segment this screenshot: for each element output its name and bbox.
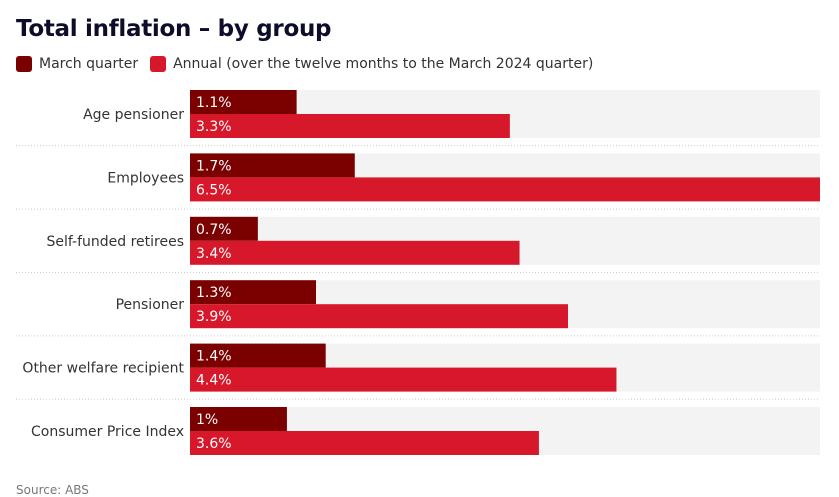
data-label-quarter-consumer-price-index: 1% (196, 412, 218, 428)
data-label-quarter-employees: 1.7% (196, 158, 232, 174)
data-label-annual-age-pensioner: 3.3% (196, 119, 232, 135)
category-label-pensioner: Pensioner (116, 297, 185, 313)
legend-label-annual: Annual (over the twelve months to the Ma… (173, 56, 594, 72)
legend-item-annual[interactable]: Annual (over the twelve months to the Ma… (150, 56, 593, 72)
data-label-quarter-pensioner: 1.3% (196, 285, 232, 301)
source-note: Source: ABS (16, 483, 89, 497)
bar-quarter-self-funded-retirees[interactable] (190, 216, 258, 241)
bar-annual-pensioner[interactable] (190, 304, 568, 329)
data-label-annual-other-welfare-recipient: 4.4% (196, 373, 232, 389)
bar-annual-employees[interactable] (190, 177, 820, 202)
legend-swatch-march-quarter (16, 56, 32, 72)
data-label-quarter-other-welfare-recipient: 1.4% (196, 349, 232, 365)
data-label-annual-consumer-price-index: 3.6% (196, 436, 232, 452)
legend-swatch-annual (150, 56, 167, 72)
category-label-employees: Employees (107, 170, 184, 186)
chart-title: Total inflation – by group (16, 16, 332, 42)
bar-quarter-employees[interactable] (190, 153, 355, 178)
category-label-other-welfare-recipient: Other welfare recipient (22, 361, 184, 377)
category-label-self-funded-retirees: Self-funded retirees (46, 234, 184, 250)
data-label-quarter-age-pensioner: 1.1% (196, 95, 232, 111)
bar-annual-self-funded-retirees[interactable] (190, 240, 520, 265)
bar-annual-other-welfare-recipient[interactable] (190, 367, 617, 392)
legend: March quarter Annual (over the twelve mo… (16, 56, 605, 72)
bar-quarter-age-pensioner[interactable] (190, 90, 297, 114)
data-label-annual-pensioner: 3.9% (196, 309, 232, 325)
category-label-age-pensioner: Age pensioner (83, 107, 184, 123)
bar-quarter-other-welfare-recipient[interactable] (190, 343, 326, 368)
bar-annual-age-pensioner[interactable] (190, 114, 510, 138)
category-label-consumer-price-index: Consumer Price Index (31, 424, 184, 440)
legend-item-march-quarter[interactable]: March quarter (16, 56, 138, 72)
bar-quarter-consumer-price-index[interactable] (190, 407, 287, 431)
data-label-annual-self-funded-retirees: 3.4% (196, 246, 232, 262)
data-label-annual-employees: 6.5% (196, 182, 232, 198)
bar-quarter-pensioner[interactable] (190, 280, 316, 305)
bar-annual-consumer-price-index[interactable] (190, 431, 539, 455)
data-label-quarter-self-funded-retirees: 0.7% (196, 222, 232, 238)
legend-label-march-quarter: March quarter (39, 56, 139, 72)
